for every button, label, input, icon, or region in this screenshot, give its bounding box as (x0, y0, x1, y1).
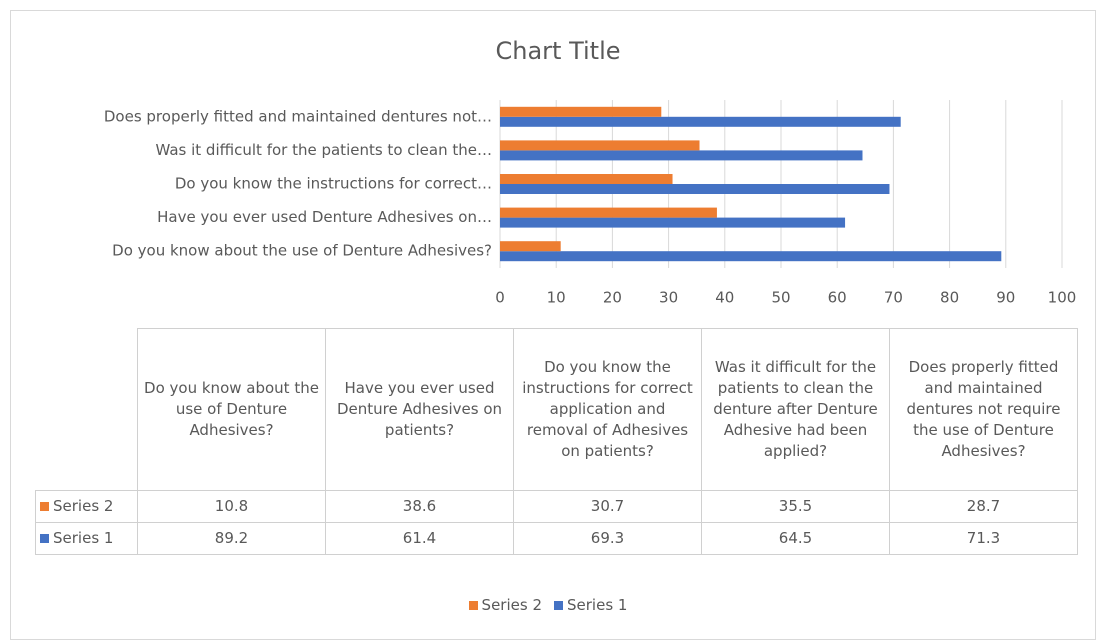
x-tick-label: 80 (940, 289, 959, 307)
bar (500, 251, 1002, 262)
y-tick-label: Does properly fitted and maintained dent… (104, 107, 492, 125)
table-header: Was it difficult for the patients to cle… (701, 328, 890, 491)
x-tick-label: 100 (1048, 289, 1077, 307)
x-tick-label: 10 (547, 289, 566, 307)
x-tick-label: 30 (659, 289, 678, 307)
table-value: 71.3 (889, 522, 1078, 555)
bar (500, 106, 662, 117)
table-value: 30.7 (513, 490, 702, 523)
table-header: Do you know about the use of Denture Adh… (137, 328, 326, 491)
table-header: Do you know the instructions for correct… (513, 328, 702, 491)
x-tick-label: 60 (828, 289, 847, 307)
bar (500, 207, 717, 218)
y-tick-label: Have you ever used Denture Adhesives on… (157, 208, 492, 226)
table-value: 10.8 (137, 490, 326, 523)
table-row-label: Series 1 (35, 522, 138, 555)
table-corner (35, 328, 138, 491)
table-value: 89.2 (137, 522, 326, 555)
legend-label: Series 1 (567, 596, 628, 614)
chart-title: Chart Title (495, 37, 620, 65)
table-value: 69.3 (513, 522, 702, 555)
legend-key (468, 601, 478, 610)
x-tick-label: 50 (771, 289, 790, 307)
x-tick-label: 40 (715, 289, 734, 307)
table-row: Series 1 89.2 61.4 69.3 64.5 71.3 (35, 522, 1078, 555)
y-tick-label: Do you know the instructions for correct… (175, 175, 492, 193)
table-value: 28.7 (889, 490, 1078, 523)
x-tick-label: 90 (996, 289, 1015, 307)
y-tick-label: Was it difficult for the patients to cle… (155, 141, 492, 159)
table-value: 61.4 (325, 522, 514, 555)
legend-key (554, 601, 563, 610)
series-name: Series 2 (53, 497, 114, 515)
bar (500, 241, 561, 252)
legend-item: Series 2 (468, 596, 542, 614)
table-value: 64.5 (701, 522, 890, 555)
x-tick-label: 20 (603, 289, 622, 307)
y-tick-label: Do you know about the use of Denture Adh… (112, 242, 492, 260)
table-value: 35.5 (701, 490, 890, 523)
legend-label: Series 2 (481, 596, 542, 614)
legend: Series 2 Series 1 (0, 596, 1096, 614)
bar (500, 184, 890, 194)
x-tick-label: 70 (884, 289, 903, 307)
bar (500, 150, 863, 161)
bar (500, 217, 846, 228)
table-value: 38.6 (325, 490, 514, 523)
table-row: Series 2 10.8 38.6 30.7 35.5 28.7 (35, 490, 1078, 523)
legend-item: Series 1 (554, 596, 627, 614)
table-header: Does properly fitted and maintained dent… (889, 328, 1078, 491)
table-header-row: Do you know about the use of Denture Adh… (35, 328, 1078, 491)
legend-key (40, 502, 49, 511)
bar (500, 140, 700, 151)
bar (500, 174, 673, 184)
table-header: Have you ever used Denture Adhesives on … (325, 328, 514, 491)
bar (500, 116, 901, 127)
legend-key (40, 534, 49, 543)
series-name: Series 1 (53, 529, 114, 547)
table-row-label: Series 2 (35, 490, 138, 523)
x-tick-label: 0 (495, 289, 505, 307)
data-table: Do you know about the use of Denture Adh… (35, 328, 1078, 555)
